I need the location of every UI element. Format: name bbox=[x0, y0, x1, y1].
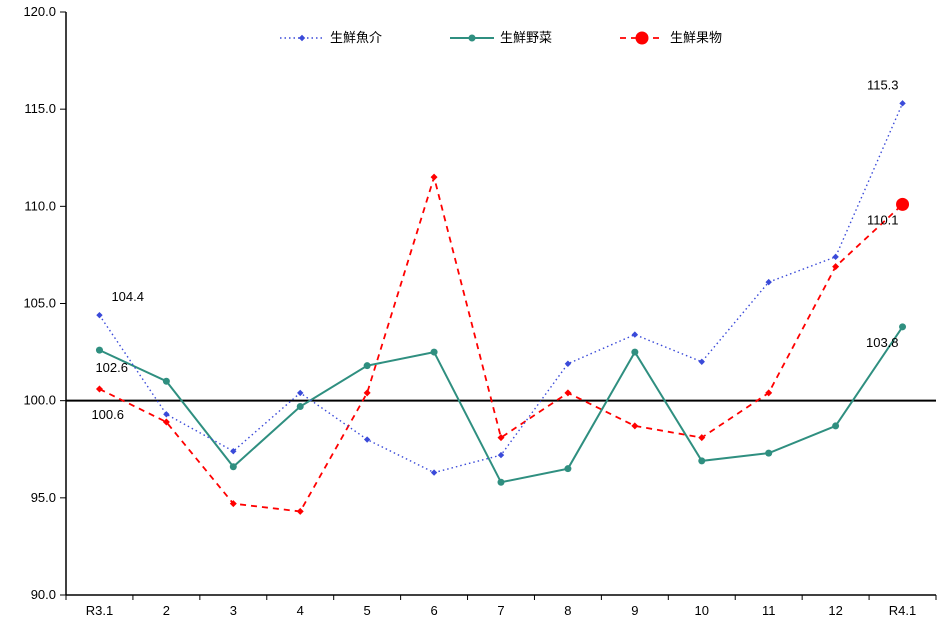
y-tick-label: 95.0 bbox=[31, 490, 56, 505]
y-tick-label: 105.0 bbox=[23, 296, 56, 311]
legend-label: 生鮮魚介 bbox=[330, 30, 382, 45]
x-tick-label: 8 bbox=[564, 603, 571, 618]
x-tick-label: 2 bbox=[163, 603, 170, 618]
legend-label: 生鮮野菜 bbox=[500, 30, 552, 45]
y-tick-label: 115.0 bbox=[24, 101, 56, 116]
y-tick-label: 100.0 bbox=[23, 393, 56, 408]
y-tick-label: 110.0 bbox=[24, 198, 56, 213]
line-chart: 90.0 95.0 100.0 105.0 110.0 115.0 120.0 R3.1 2 3 4… bbox=[0, 0, 948, 635]
x-tick-label: 10 bbox=[695, 603, 709, 618]
x-tick-label: 12 bbox=[828, 603, 842, 618]
legend-label: 生鮮果物 bbox=[670, 30, 722, 45]
point-label: 110.1 bbox=[867, 212, 899, 227]
chart-svg: 90.0 95.0 100.0 105.0 110.0 115.0 120.0 R3.1 2 3 4… bbox=[0, 0, 948, 635]
point-label: 102.6 bbox=[95, 360, 128, 375]
y-tick-label: 90.0 bbox=[31, 587, 56, 602]
x-tick-label: 9 bbox=[631, 603, 638, 618]
x-tick-label: 3 bbox=[230, 603, 237, 618]
point-label: 104.4 bbox=[111, 289, 144, 304]
x-tick-label: 4 bbox=[297, 603, 304, 618]
point-label: 115.3 bbox=[867, 77, 899, 92]
x-tick-label: 7 bbox=[497, 603, 504, 618]
y-tick-label: 120.0 bbox=[23, 4, 56, 19]
x-tick-label: 6 bbox=[430, 603, 437, 618]
x-tick-label: 11 bbox=[762, 603, 776, 618]
x-tick-label: R3.1 bbox=[86, 603, 113, 618]
x-tick-label: 5 bbox=[364, 603, 371, 618]
x-tick-label: R4.1 bbox=[889, 603, 916, 618]
point-label: 103.8 bbox=[866, 335, 899, 350]
point-label: 100.6 bbox=[91, 407, 124, 422]
